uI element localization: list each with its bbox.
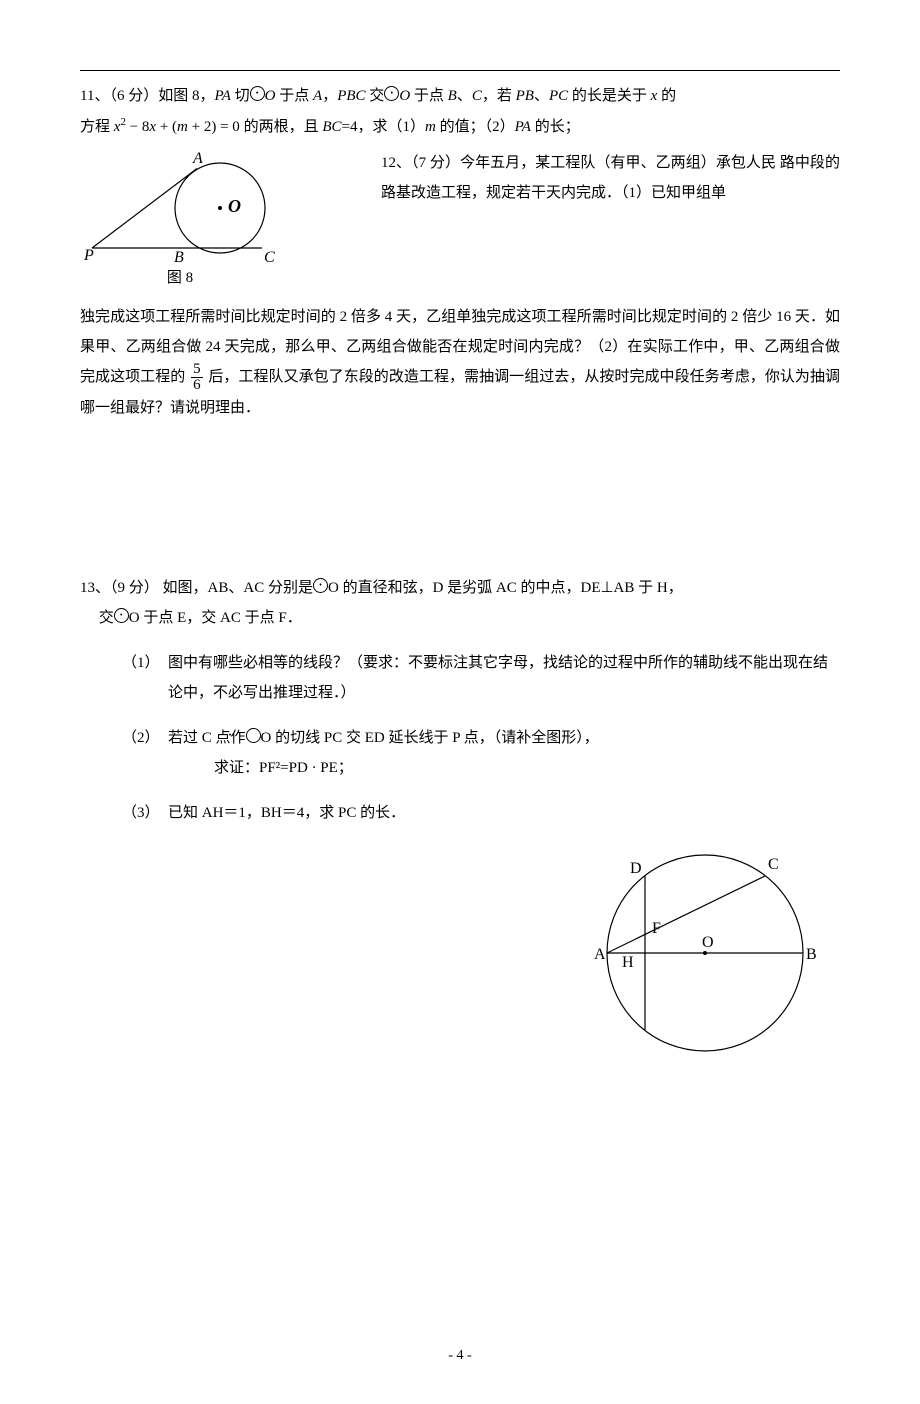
q13-head: 13、（9 分） 如图，AB、AC 分别是 O 的直径和弦，D 是劣弧 AC 的中… [80,573,840,633]
q13-sub2c: 求证：PF²=PD · PE； [214,760,353,776]
q11-bc: BC [322,119,341,135]
q13-sub2-lbl: （2） [122,723,168,753]
q11-l2a: 方程 [80,119,114,135]
figure8-svg: A P B C O [80,148,280,268]
q11-t4: ， [322,88,337,104]
q13-ho2: O [129,610,140,626]
fig8-label-c: C [264,249,275,266]
circle-o-icon [313,578,328,593]
top-divider [80,70,840,71]
q11-b: B [448,88,457,104]
q12-line1: 12、（7 分）今年五月，某工程队（有甲、乙两组）承包人民 路中段的路基改造工程… [381,148,840,208]
q13-sub3: （3）已知 AH＝1，BH＝4，求 PC 的长． [80,798,598,828]
q11-a: A [313,88,322,104]
circle-o-icon [250,86,265,101]
fig13-f: F [652,920,661,937]
q11-l2e: 的长； [531,119,580,135]
q13-sub3-txt: 已知 AH＝1，BH＝4，求 PC 的长． [168,805,405,821]
figure13-svg: A B C D F H O [590,833,820,1063]
page-number: - 4 - [80,1348,840,1364]
circle-o-icon [246,728,261,743]
q13-sub3-lbl: （3） [122,798,168,828]
q13-sub2o: O [261,730,272,746]
q11-t8: ，若 [482,88,516,104]
q13-points: （9 分） [110,580,159,596]
q11-t3: 于点 [276,88,314,104]
circle-o-icon [114,608,129,623]
q11-t9: 、 [534,88,549,104]
q13-hd: 于点 E，交 AC 于点 F． [140,610,302,626]
frac-den: 6 [191,378,203,393]
q11-m: m [425,119,436,135]
figure8-caption: 图 8 [80,266,280,287]
q13-label: 13、 [80,580,110,596]
figure8-wrap: A P B C O 图 8 12、（7 分）今年五月，某工程队（有甲、乙两组）承… [80,148,840,287]
q11-o2: O [399,88,410,104]
q11-l2c: =4，求（1） [342,119,425,135]
q13-sub1: （1）图中有哪些必相等的线段？（要求：不要标注其它字母，找结论的过程中所作的辅助… [80,648,840,708]
q11-label: 11、 [80,88,109,104]
q13-sub2a: 若过 C 点作 [168,730,246,746]
fig8-label-p: P [83,247,94,264]
q13-ha: 如图，AB、AC 分别是 [159,580,313,596]
fig8-label-o: O [228,196,241,216]
q13-ho: O [328,580,339,596]
fig8-label-a: A [192,150,203,167]
q13-sub2b: 的切线 PC 交 ED 延长线于 P 点，（请补全图形）， [271,730,598,746]
q11-l2d: 的值；（2） [436,119,515,135]
figure13-wrap: A B C D F H O [590,833,820,1068]
q11-t5: 交 [366,88,385,104]
q11-t10: 的长是关于 [568,88,651,104]
q11-c: C [472,88,482,104]
fig13-b: B [806,946,817,963]
q13-sub1-lbl: （1） [122,648,168,678]
fig13-c: C [768,856,779,873]
q13-hc: 交 [99,610,114,626]
q13-hb: 的直径和弦，D 是劣弧 AC 的中点，DE⊥AB 于 H， [339,580,683,596]
q12-t1: 今年五月，某工程队（有甲、乙两组）承包人民 [460,155,776,171]
q13-sub2: （2）若过 C 点作 O 的切线 PC 交 ED 延长线于 P 点，（请补全图形）… [80,723,840,783]
q11-t11: 的 [657,88,676,104]
fraction-5-6: 56 [191,362,203,393]
q11-t2: 切 [231,88,250,104]
fig13-a: A [594,946,606,963]
q12-points: （7 分） [411,155,460,171]
circle-o-icon [384,86,399,101]
q11-pa: PA [214,88,230,104]
q11-line1: 11、（6 分）如图 8，PA 切O 于点 A，PBC 交O 于点 B、C，若 … [80,81,840,111]
q11-l2b: 的两根，且 [240,119,323,135]
q11-points: （6 分） [109,88,158,104]
fig13-h: H [622,954,634,971]
q12-rest: 独完成这项工程所需时间比规定时间的 2 倍多 4 天，乙组单独完成这项工程所需时… [80,302,840,423]
q11-t6: 于点 [410,88,448,104]
fig8-label-b: B [174,249,184,266]
fig13-d: D [630,860,642,877]
q12-label: 12、 [381,155,411,171]
fig13-o: O [702,934,714,951]
q11-pbc: PBC [337,88,365,104]
q13-sub1-txt: 图中有哪些必相等的线段？（要求：不要标注其它字母，找结论的过程中所作的辅助线不能… [168,655,828,701]
q11-o1: O [265,88,276,104]
q11-t7: 、 [457,88,472,104]
q11-pc: PC [549,88,568,104]
q11-pa2: PA [515,119,531,135]
frac-num: 5 [191,362,203,378]
q11-line2: 方程 x2 − 8x + (m + 2) = 0 的两根，且 BC=4，求（1）… [80,111,840,142]
q11-pb: PB [516,88,534,104]
q13-block: 13、（9 分） 如图，AB、AC 分别是 O 的直径和弦，D 是劣弧 AC 的中… [80,573,840,1068]
q11-t1: 如图 8， [158,88,214,104]
